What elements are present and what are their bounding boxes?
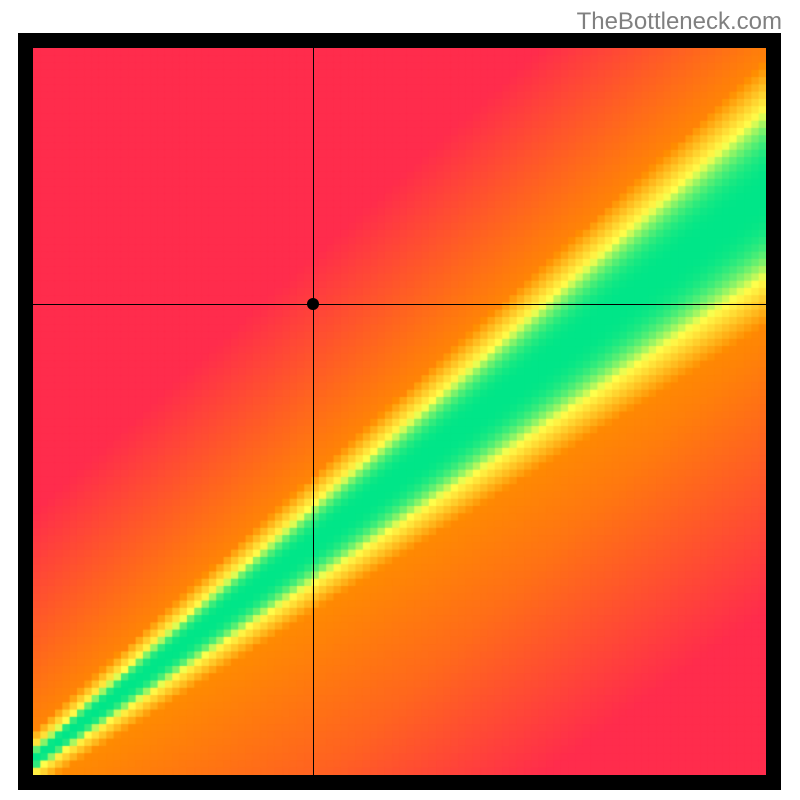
heatmap-canvas: [33, 48, 766, 775]
crosshair-vertical: [313, 48, 314, 775]
chart-container: TheBottleneck.com: [0, 0, 800, 800]
watermark-text: TheBottleneck.com: [577, 8, 782, 36]
crosshair-horizontal: [33, 304, 766, 305]
marker-dot: [307, 298, 319, 310]
